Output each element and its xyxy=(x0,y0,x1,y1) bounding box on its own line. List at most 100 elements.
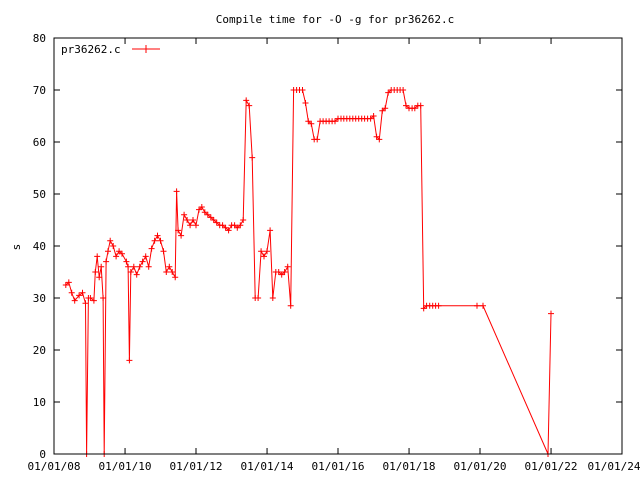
y-tick-label: 10 xyxy=(33,396,46,409)
data-point xyxy=(299,87,306,93)
y-axis: 0 10 20 30 40 50 60 70 80 xyxy=(33,32,622,461)
data-point xyxy=(207,214,214,221)
data-point xyxy=(169,269,176,275)
data-point xyxy=(79,289,86,296)
data-point xyxy=(142,253,149,260)
data-point xyxy=(255,295,262,301)
data-point xyxy=(308,120,315,127)
data-point xyxy=(87,295,94,301)
data-point xyxy=(198,204,205,210)
data-point xyxy=(474,302,480,309)
data-point xyxy=(267,227,274,234)
data-point xyxy=(127,269,134,275)
data-point xyxy=(100,295,107,301)
data-point xyxy=(275,269,282,275)
x-tick-label: 01/01/18 xyxy=(383,460,436,473)
data-point xyxy=(133,271,140,278)
data-point xyxy=(379,107,386,114)
data-point xyxy=(103,258,110,265)
data-point xyxy=(178,232,185,239)
legend-marker xyxy=(142,45,150,53)
data-point xyxy=(287,302,294,309)
data-point xyxy=(71,297,78,304)
x-tick-label: 01/01/08 xyxy=(28,460,81,473)
data-point xyxy=(403,102,409,109)
data-point xyxy=(136,263,143,270)
data-point xyxy=(184,217,191,223)
data-point xyxy=(90,297,97,304)
data-point xyxy=(264,248,270,255)
y-tick-label: 60 xyxy=(33,136,46,149)
data-point xyxy=(225,227,232,234)
data-point xyxy=(213,219,220,226)
data-point xyxy=(160,248,167,255)
legend-label: pr36262.c xyxy=(61,43,121,56)
data-point xyxy=(119,250,125,257)
data-point xyxy=(284,263,291,270)
data-point xyxy=(139,258,146,265)
data-point xyxy=(249,154,256,161)
data-point xyxy=(222,224,229,231)
data-point xyxy=(175,227,182,234)
data-point xyxy=(231,222,238,229)
data-point xyxy=(480,302,486,309)
data-point xyxy=(187,222,194,229)
data-point xyxy=(269,295,276,301)
data-point xyxy=(376,136,383,143)
data-point xyxy=(193,222,199,229)
data-point xyxy=(400,87,407,93)
data-point xyxy=(130,263,137,270)
data-point xyxy=(435,302,442,309)
x-tick-label: 01/01/14 xyxy=(241,460,294,473)
data-point xyxy=(92,269,99,275)
data-point xyxy=(151,237,158,244)
data-point xyxy=(65,279,72,286)
data-point xyxy=(261,253,267,260)
y-tick-label: 0 xyxy=(39,448,46,461)
data-point xyxy=(172,274,179,281)
y-tick-label: 80 xyxy=(33,32,46,45)
data-point xyxy=(210,217,217,223)
data-point xyxy=(148,245,155,252)
series-line xyxy=(65,89,552,455)
x-tick-label: 01/01/10 xyxy=(99,460,152,473)
y-tick-label: 40 xyxy=(33,240,46,253)
data-point xyxy=(302,100,309,106)
x-tick-label: 01/01/12 xyxy=(170,460,223,473)
data-point xyxy=(82,300,89,307)
data-point xyxy=(332,118,338,125)
data-point xyxy=(240,217,247,223)
data-point xyxy=(107,237,114,244)
data-point xyxy=(548,310,554,317)
data-point xyxy=(154,232,161,239)
data-point xyxy=(126,357,133,364)
plot-area xyxy=(62,87,554,457)
data-point xyxy=(370,113,377,119)
data-point xyxy=(116,248,123,255)
y-tick-label: 20 xyxy=(33,344,46,357)
data-point xyxy=(96,274,103,281)
x-tick-label: 01/01/20 xyxy=(454,460,507,473)
data-point xyxy=(190,217,196,223)
data-point xyxy=(166,263,173,270)
data-point xyxy=(157,237,164,244)
data-point xyxy=(281,269,288,275)
x-axis: 01/01/08 01/01/10 01/01/12 01/01/14 01/01/16… xyxy=(28,38,640,473)
data-point xyxy=(385,89,392,96)
data-point xyxy=(125,263,132,270)
legend: pr36262.c xyxy=(61,43,160,56)
data-point xyxy=(201,209,208,216)
data-point xyxy=(110,243,117,249)
data-point xyxy=(68,289,75,296)
data-point xyxy=(181,211,188,218)
data-point xyxy=(204,211,211,218)
data-point xyxy=(382,105,389,112)
y-tick-label: 70 xyxy=(33,84,46,97)
data-point xyxy=(219,222,226,229)
data-point xyxy=(105,248,111,255)
data-point xyxy=(305,118,312,125)
data-point xyxy=(246,102,253,109)
data-point xyxy=(62,282,69,288)
y-tick-label: 50 xyxy=(33,188,46,201)
